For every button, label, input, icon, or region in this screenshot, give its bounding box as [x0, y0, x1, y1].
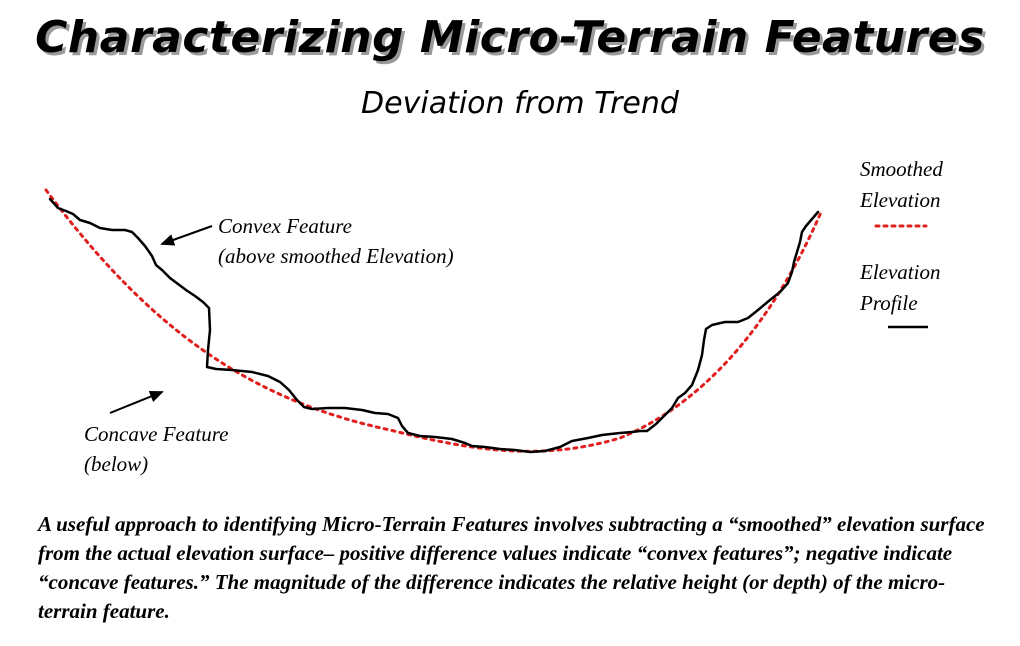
convex-label-line2: (above smoothed Elevation): [218, 244, 454, 268]
concave-feature-label: Concave Feature (below): [84, 419, 228, 479]
legend-smoothed-line2: Elevation: [860, 188, 941, 212]
legend-profile-label: Elevation Profile: [860, 257, 940, 319]
concave-label-line1: Concave Feature: [84, 422, 229, 446]
legend-smoothed-label: Smoothed Elevation: [860, 154, 943, 216]
convex-feature-label: Convex Feature (above smoothed Elevation…: [218, 211, 454, 271]
legend-profile-line1: Elevation: [860, 260, 941, 284]
legend-smoothed-line1: Smoothed: [860, 157, 943, 181]
convex-label-line1: Convex Feature: [218, 214, 352, 238]
explanation-caption: A useful approach to identifying Micro-T…: [38, 512, 985, 623]
diagram-subtitle: Deviation from Trend: [361, 86, 679, 121]
concave-arrow: [109, 390, 164, 414]
legend-profile-line2: Profile: [860, 291, 918, 315]
elevation-profile-line: [48, 197, 820, 454]
smoothed-elevation-curve: [44, 188, 824, 453]
concave-label-line2: (below): [84, 452, 149, 476]
diagram-title: Characterizing Micro-Terrain Features: [35, 12, 985, 63]
convex-arrow: [160, 225, 213, 246]
